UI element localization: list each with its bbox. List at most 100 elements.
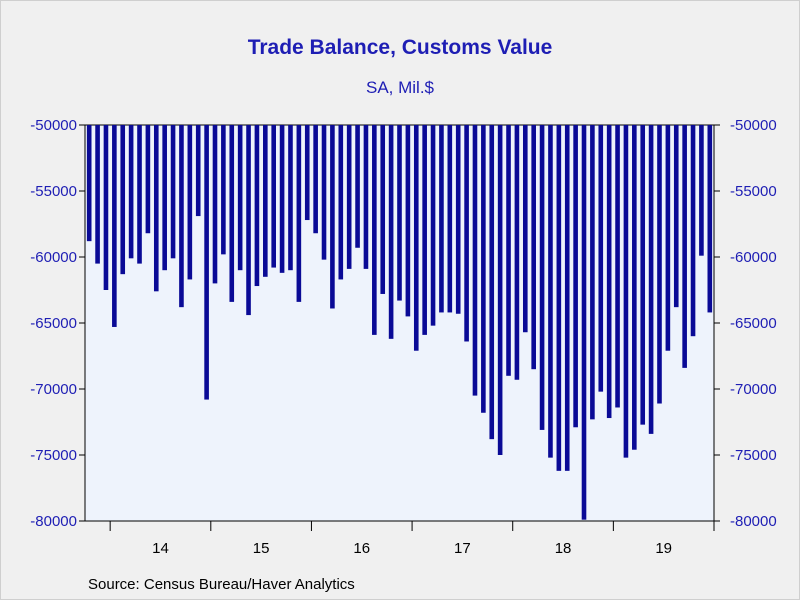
chart-subtitle: SA, Mil.$ <box>365 78 435 97</box>
bar <box>153 125 159 292</box>
y-tick-label-right: -75000 <box>730 447 777 464</box>
bar <box>355 125 360 248</box>
bar <box>430 125 436 326</box>
y-tick-label-left: -80000 <box>30 513 77 530</box>
y-tick-label-left: -55000 <box>30 183 77 200</box>
bar <box>263 125 268 277</box>
bar <box>623 125 629 458</box>
bar <box>363 125 369 269</box>
bar <box>380 125 386 294</box>
bar <box>422 125 427 335</box>
bar <box>439 125 444 313</box>
bar <box>615 125 620 408</box>
y-tick-label-left: -75000 <box>30 447 77 464</box>
bar <box>481 125 486 413</box>
bar <box>464 125 469 342</box>
bar <box>229 125 235 302</box>
y-tick-label-right: -55000 <box>730 183 777 200</box>
bar <box>673 125 679 308</box>
bar <box>170 125 176 259</box>
bar <box>556 125 562 471</box>
x-tick-label: 15 <box>253 540 270 557</box>
y-tick-label-right: -60000 <box>730 249 777 266</box>
bar <box>690 125 696 337</box>
bar <box>707 125 713 313</box>
bar <box>581 125 587 520</box>
x-tick-label: 17 <box>454 540 471 557</box>
bar <box>296 125 302 302</box>
bars-group <box>86 125 713 520</box>
bar <box>682 125 687 368</box>
y-tick-label-right: -80000 <box>730 513 777 530</box>
bar <box>640 125 646 425</box>
y-tick-label-right: -65000 <box>730 315 777 332</box>
x-tick-label: 16 <box>353 540 370 557</box>
x-tick-label: 14 <box>152 540 169 557</box>
chart-title: Trade Balance, Customs Value <box>247 36 553 59</box>
bar <box>455 125 461 314</box>
bar <box>606 125 612 419</box>
bar <box>304 125 310 221</box>
bar <box>699 125 704 256</box>
bar <box>497 125 503 455</box>
bar <box>254 125 260 287</box>
y-tick-label-left: -50000 <box>30 117 77 134</box>
bar <box>447 125 453 313</box>
bar <box>531 125 536 370</box>
bar <box>372 125 377 335</box>
bar <box>632 125 637 450</box>
bar <box>564 125 570 471</box>
bar <box>330 125 335 309</box>
bar <box>405 125 411 317</box>
bar <box>522 125 528 333</box>
bar <box>204 125 209 400</box>
bar <box>212 125 218 284</box>
bar <box>514 125 520 380</box>
source-note: Source: Census Bureau/Haver Analytics <box>88 576 355 593</box>
bar <box>195 125 201 217</box>
bar <box>648 125 654 434</box>
bar <box>221 125 226 255</box>
y-axis-left: -50000 -55000 -60000 -65000 -70000 -75000 -800… <box>30 117 85 530</box>
bar <box>338 125 344 280</box>
y-tick-label-left: -65000 <box>30 315 77 332</box>
x-axis: 14 15 16 17 18 19 <box>109 521 715 557</box>
bar <box>590 125 595 420</box>
bar <box>237 125 243 271</box>
y-axis-right: -50000 -55000 -60000 -65000 -70000 -75000 -800… <box>714 117 777 530</box>
bar <box>573 125 578 428</box>
bar <box>388 125 394 339</box>
bar <box>598 125 604 392</box>
y-tick-label-right: -50000 <box>730 117 777 134</box>
bar <box>506 125 511 376</box>
bar <box>472 125 478 396</box>
bar <box>145 125 151 234</box>
bar <box>179 125 184 308</box>
y-tick-label-left: -60000 <box>30 249 77 266</box>
y-tick-label-left: -70000 <box>30 381 77 398</box>
y-tick-label-right: -70000 <box>730 381 777 398</box>
bar <box>162 125 167 271</box>
x-tick-label: 18 <box>555 540 572 557</box>
bar <box>548 125 553 458</box>
bar <box>137 125 142 264</box>
bar <box>313 125 318 234</box>
bar <box>112 125 117 327</box>
bar <box>103 125 109 290</box>
bar <box>288 125 293 271</box>
bar <box>346 125 352 269</box>
bar <box>246 125 251 316</box>
bar <box>86 125 92 242</box>
bar <box>321 125 327 260</box>
bar <box>128 125 134 259</box>
bar <box>271 125 276 268</box>
bar <box>657 125 662 404</box>
bar <box>120 125 126 275</box>
bar <box>413 125 419 351</box>
x-tick-label: 19 <box>655 540 672 557</box>
bar <box>187 125 193 280</box>
bar <box>95 125 100 264</box>
bar <box>489 125 495 440</box>
bar <box>539 125 545 430</box>
